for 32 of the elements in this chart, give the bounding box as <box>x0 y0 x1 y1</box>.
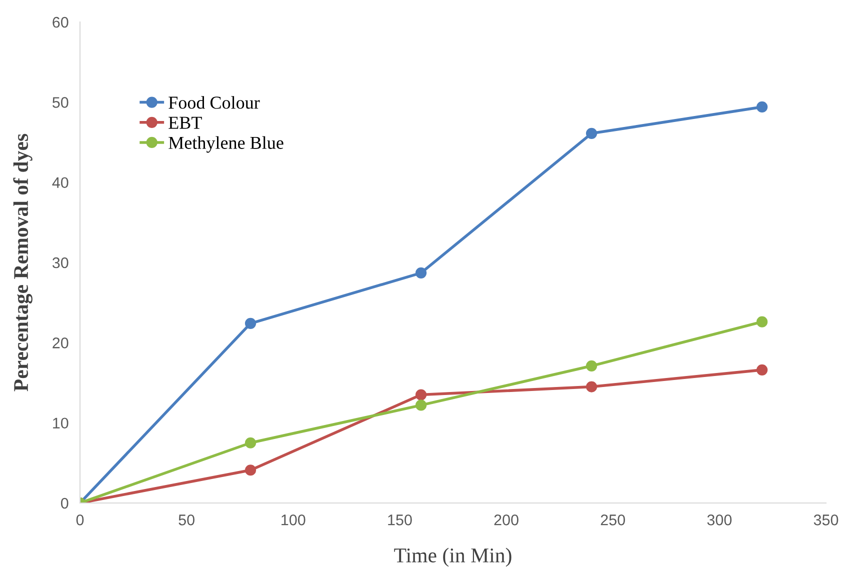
x-tick-label: 100 <box>282 514 306 526</box>
legend-label: EBT <box>168 116 202 129</box>
point <box>756 101 768 113</box>
point <box>756 316 768 328</box>
point <box>756 364 768 376</box>
point <box>586 128 598 139</box>
point <box>586 381 598 392</box>
x-axis-title: Time (in Min) <box>394 548 512 567</box>
point <box>415 267 427 278</box>
point <box>415 400 427 411</box>
x-tick-label: 350 <box>814 514 838 526</box>
point <box>244 437 256 448</box>
legend-label: Food Colour <box>168 96 260 109</box>
point <box>586 360 598 372</box>
y-tick-label: 10 <box>53 418 68 429</box>
x-tick-label: 0 <box>76 514 84 526</box>
x-tick-label: 300 <box>707 514 732 526</box>
y-tick-label: 60 <box>52 16 68 28</box>
y-tick-label: 20 <box>52 338 68 348</box>
y-tick-label: 0 <box>60 498 68 509</box>
point <box>415 389 427 400</box>
point <box>244 464 256 476</box>
x-tick-label: 50 <box>178 514 194 526</box>
y-axis-title: Perecentage Removal of dyes <box>13 134 32 392</box>
x-tick-label: 250 <box>600 514 626 526</box>
y-tick-label: 50 <box>52 97 68 108</box>
x-tick-label: 150 <box>388 514 412 526</box>
legend-label: Methylene Blue <box>168 136 284 153</box>
y-tick-label: 30 <box>52 257 68 268</box>
y-tick-label: 40 <box>52 177 68 188</box>
x-tick-label: 200 <box>494 514 518 526</box>
point <box>244 318 256 329</box>
